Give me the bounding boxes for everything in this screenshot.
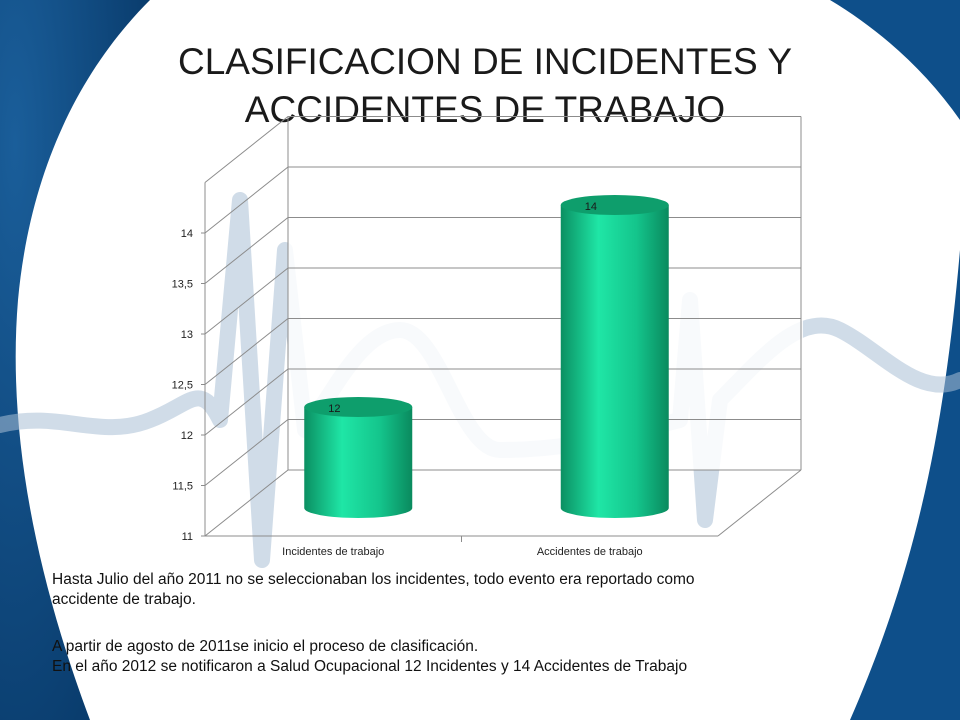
y-tick-label: 13,5 (172, 279, 193, 291)
floor-right-edge (717, 469, 802, 537)
gridline (204, 469, 801, 537)
note-history: Hasta Julio del año 2011 no se seleccion… (52, 570, 852, 610)
bar-1: 12 (304, 397, 413, 518)
y-tick-label: 12,5 (172, 380, 193, 392)
right-blue-arc (850, 250, 960, 720)
title-line-1: CLASIFICACION DE INCIDENTES Y (177, 41, 793, 82)
title-line-2: ACCIDENTES DE TRABAJO (244, 89, 726, 130)
page-title: CLASIFICACION DE INCIDENTES Y ACCIDENTES… (60, 38, 910, 134)
bar-top (304, 397, 413, 417)
bar-body (560, 205, 669, 518)
bar-top (560, 195, 669, 215)
x-tick-label: Incidentes de trabajo (282, 546, 384, 558)
note-classification-line-2: En el año 2012 se notificaron a Salud Oc… (52, 658, 688, 675)
note-classification: A partir de agosto de 2011se inicio el p… (52, 637, 852, 677)
x-tick-label: Accidentes de trabajo (537, 546, 643, 558)
y-tick-label: 14 (181, 228, 193, 240)
y-tick-label: 11,5 (172, 481, 193, 493)
bar-2: 14 (560, 195, 669, 518)
data-label: 12 (328, 403, 340, 415)
y-tick-label: 12 (181, 430, 193, 442)
bar-body (304, 407, 413, 518)
x-tick-labels: Incidentes de trabajo Accidentes de traba… (282, 546, 642, 558)
note-history-line-1: Hasta Julio del año 2011 no se seleccion… (52, 571, 695, 588)
y-tick-label: 13 (181, 329, 193, 341)
bars: 12 14 (304, 195, 669, 518)
y-tick-label: 11 (182, 531, 193, 543)
top-right-blue-arc (830, 0, 960, 120)
data-label: 14 (585, 201, 597, 213)
note-classification-line-1: A partir de agosto de 2011se inicio el p… (52, 638, 479, 655)
left-blue-arc (0, 0, 150, 720)
note-history-line-2: accidente de trabajo. (52, 591, 196, 608)
y-tick-labels: 11 11,5 12 12,5 13 13,5 14 (172, 228, 193, 543)
axes (201, 116, 802, 542)
